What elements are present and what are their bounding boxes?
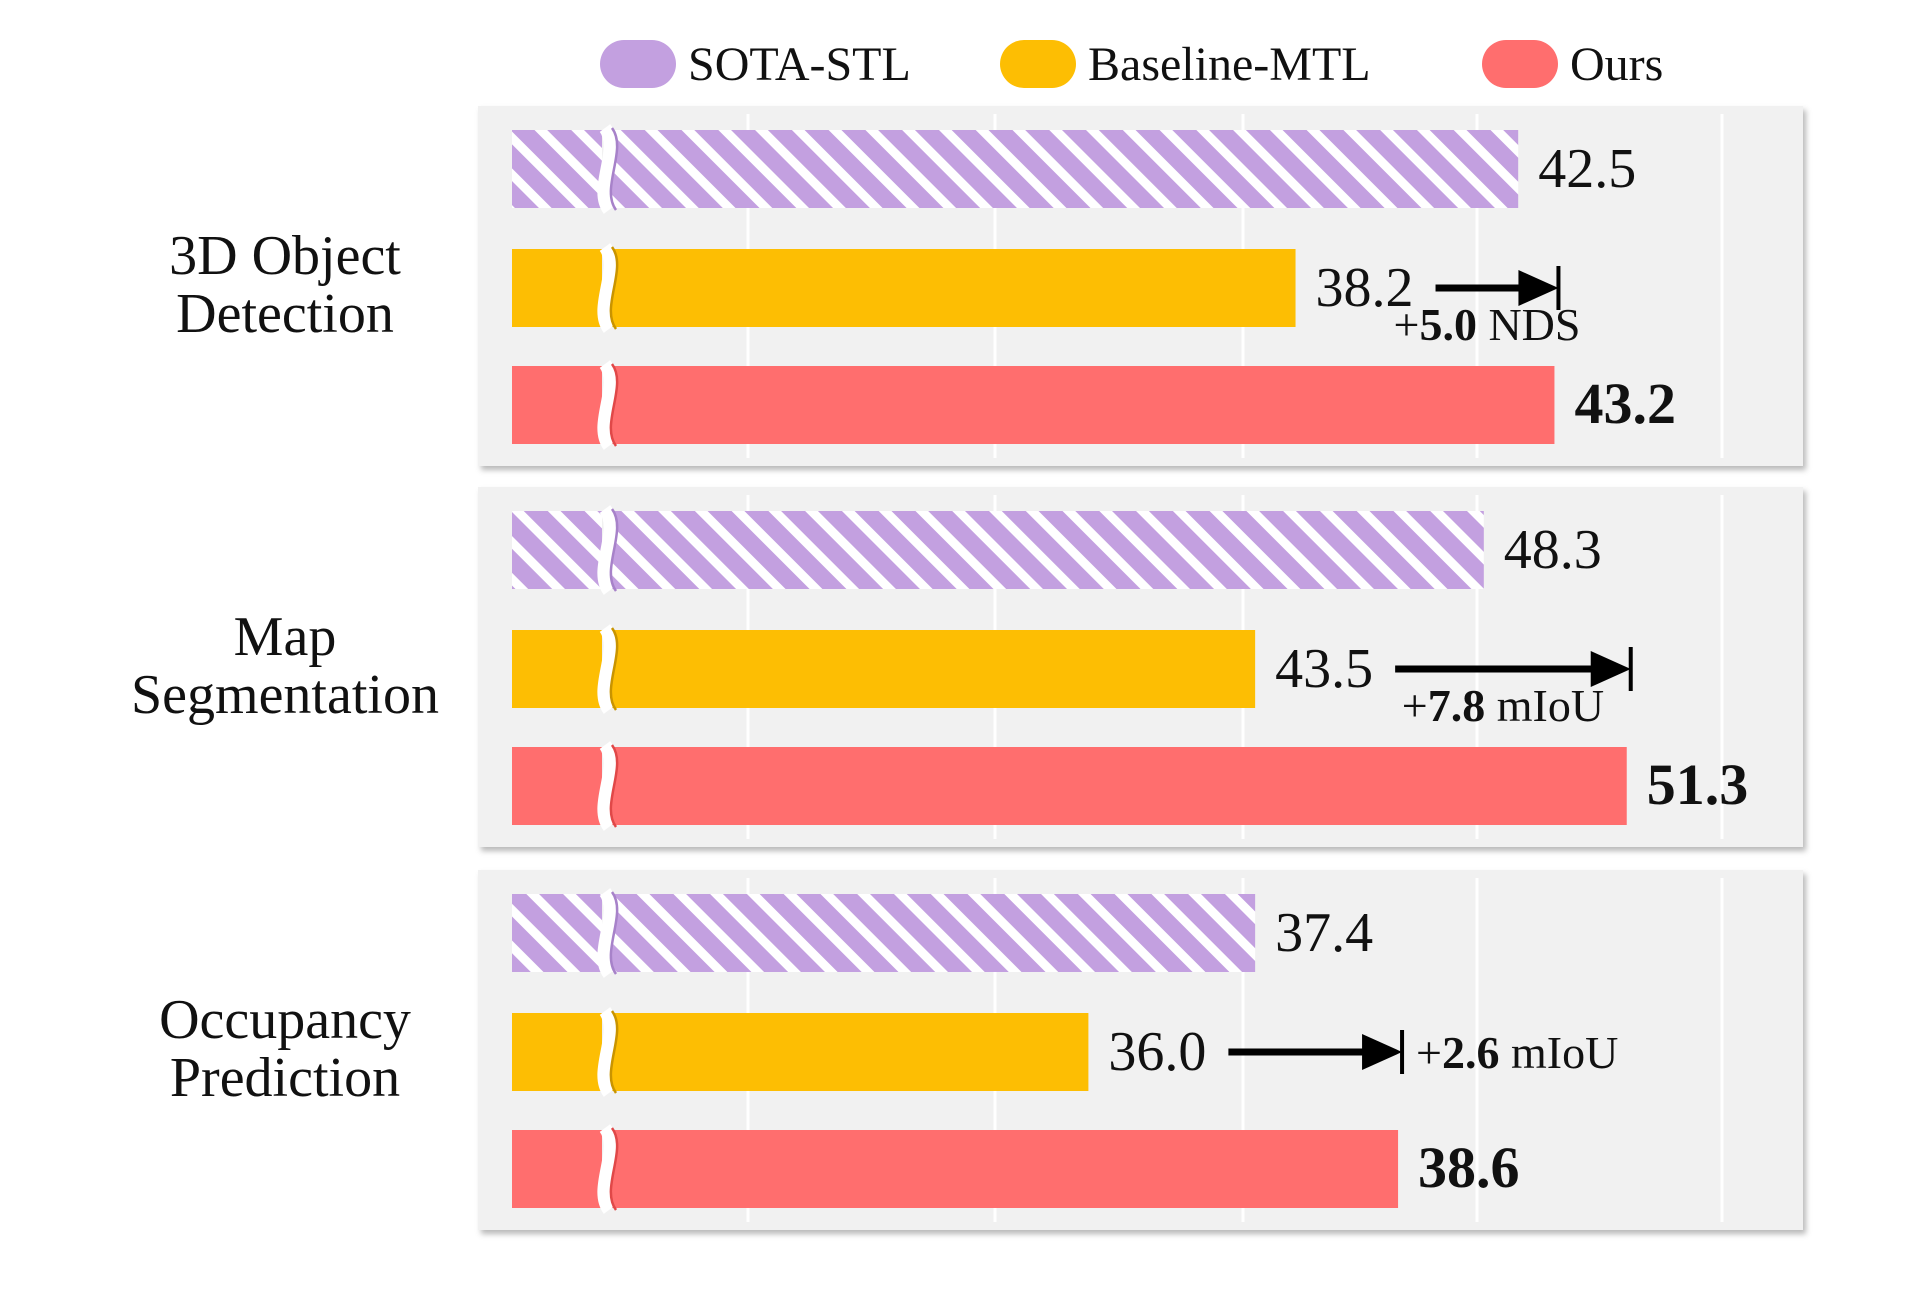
- value-label-ours: 51.3: [1647, 752, 1749, 817]
- bar-segment-start: [512, 130, 602, 208]
- bar-segment-start: [512, 249, 602, 327]
- bar-sota: [512, 505, 1484, 595]
- panel-group-2: Map Segmentation 48.3 43.5 51.3 +7.8 mIoU: [131, 487, 1803, 847]
- bar-sota: [512, 124, 1519, 214]
- axis-break-edge: [609, 1010, 619, 1094]
- bar-ours: [512, 360, 1555, 450]
- legend-swatch: [1482, 40, 1558, 88]
- axis-break-edge: [609, 363, 619, 447]
- bar-segment-main: [612, 894, 1256, 972]
- axis-break-mark: [597, 505, 617, 595]
- bar-segment-start: [512, 511, 602, 589]
- axis-break-edge: [609, 246, 619, 330]
- axis-break-mark: [597, 741, 617, 831]
- bar-segment-main: [612, 130, 1519, 208]
- bar-segment-start: [512, 366, 602, 444]
- gain-arrow: [1228, 1030, 1405, 1074]
- task-label: 3D Object Detection: [169, 225, 401, 345]
- panels: 3D Object Detection 42.5 38.2 43.2 +5.0 NDS Ma…: [131, 106, 1803, 1230]
- axis-break-edge: [609, 627, 619, 711]
- axis-break-mark: [597, 1124, 617, 1214]
- axis-break-edge: [609, 127, 619, 211]
- panel-group-1: 3D Object Detection 42.5 38.2 43.2 +5.0 NDS: [169, 106, 1803, 466]
- axis-break-mark: [597, 360, 617, 450]
- gain-label: +7.8 mIoU: [1402, 680, 1604, 731]
- bar-segment-start: [512, 630, 602, 708]
- task-label: Occupancy Prediction: [159, 989, 411, 1109]
- gain-arrow-head: [1590, 651, 1631, 687]
- legend-item-ours: Ours: [1482, 38, 1663, 91]
- value-label-baseline: 38.2: [1316, 257, 1414, 319]
- bar-baseline: [512, 1007, 1089, 1097]
- legend-label: Ours: [1570, 38, 1663, 91]
- gain-arrow: [1395, 647, 1633, 691]
- bar-segment-main: [612, 511, 1484, 589]
- axis-break-edge: [609, 1127, 619, 1211]
- panel-group-3: Occupancy Prediction 37.4 36.0 38.6 +2.6 mIoU: [159, 870, 1803, 1230]
- axis-break-edge: [609, 891, 619, 975]
- bar-baseline: [512, 624, 1256, 714]
- bar-segment-main: [612, 366, 1555, 444]
- bar-sota: [512, 888, 1256, 978]
- legend-swatch: [600, 40, 676, 88]
- bar-ours: [512, 741, 1627, 831]
- bar-segment-main: [612, 1013, 1089, 1091]
- legend: SOTA-STL Baseline-MTL Ours: [600, 38, 1663, 91]
- gain-label: +2.6 mIoU: [1416, 1027, 1618, 1078]
- axis-break-mark: [597, 243, 617, 333]
- axis-break-mark: [597, 124, 617, 214]
- bar-segment-main: [612, 249, 1296, 327]
- bar-segment-start: [512, 1130, 602, 1208]
- axis-break-mark: [597, 624, 617, 714]
- axis-break-mark: [597, 1007, 617, 1097]
- axis-break-edge: [609, 508, 619, 592]
- legend-item-sota: SOTA-STL: [600, 38, 911, 91]
- legend-label: Baseline-MTL: [1088, 38, 1371, 91]
- legend-label: SOTA-STL: [688, 38, 911, 91]
- axis-break-mark: [597, 888, 617, 978]
- gain-arrow-head: [1518, 270, 1559, 306]
- bar-segment-main: [612, 1130, 1399, 1208]
- gain-arrow: [1435, 266, 1561, 310]
- bar-segment-main: [612, 630, 1256, 708]
- value-label-baseline: 43.5: [1275, 638, 1373, 700]
- gain-label: +5.0 NDS: [1393, 299, 1580, 350]
- task-label: Map Segmentation: [131, 606, 439, 726]
- gain-arrow-head: [1362, 1034, 1403, 1070]
- bar-segment-start: [512, 1013, 602, 1091]
- value-label-baseline: 36.0: [1108, 1021, 1206, 1083]
- value-label-ours: 43.2: [1574, 371, 1676, 436]
- bar-segment-main: [612, 747, 1627, 825]
- axis-break-edge: [609, 744, 619, 828]
- bar-baseline: [512, 243, 1296, 333]
- legend-swatch: [1000, 40, 1076, 88]
- value-label-sota: 42.5: [1538, 138, 1636, 200]
- value-label-sota: 48.3: [1504, 519, 1602, 581]
- legend-item-baseline: Baseline-MTL: [1000, 38, 1371, 91]
- bar-segment-start: [512, 894, 602, 972]
- bar-segment-start: [512, 747, 602, 825]
- value-label-sota: 37.4: [1275, 902, 1373, 964]
- value-label-ours: 38.6: [1418, 1135, 1520, 1200]
- bar-ours: [512, 1124, 1399, 1214]
